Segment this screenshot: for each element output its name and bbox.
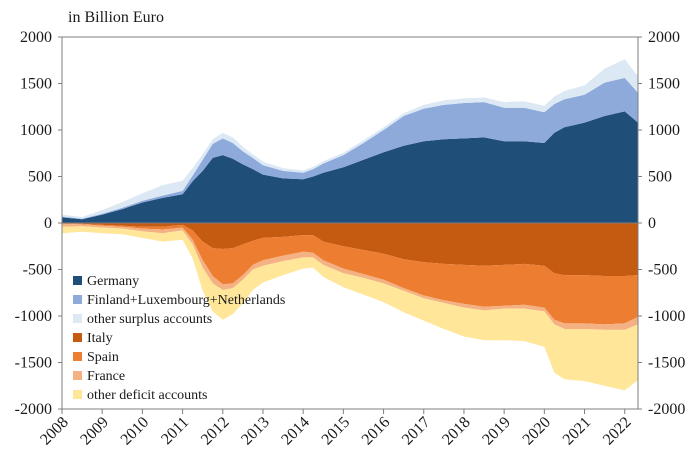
y-tick-label-right: -1000 — [648, 308, 685, 325]
area-germany — [62, 111, 638, 223]
y-tick-label-right: -1500 — [648, 355, 685, 372]
y-tick-label-right: 500 — [648, 169, 672, 186]
y-tick-label-right: 1500 — [648, 76, 680, 93]
y-tick-label-left: 500 — [28, 169, 52, 186]
y-tick-label-right: 0 — [648, 215, 656, 232]
legend-swatch — [73, 333, 82, 342]
unit-label: in Billion Euro — [68, 9, 164, 26]
legend-label: Finland+Luxembourg+Netherlands — [87, 293, 285, 308]
x-tick-label: 2021 — [560, 414, 595, 449]
x-tick-label: 2020 — [520, 414, 555, 449]
legend-label: Italy — [87, 331, 113, 346]
legend-swatch — [73, 314, 82, 323]
legend-label: other surplus accounts — [87, 312, 212, 327]
left-y-axis: 2000 1500 1000 500 0 -500 -1000 -1500 -2000 — [15, 29, 62, 418]
legend-label: Spain — [87, 350, 119, 365]
x-tick-label: 2017 — [399, 414, 434, 449]
legend-label: France — [87, 369, 125, 384]
y-tick-label-right: -500 — [648, 262, 677, 279]
x-axis: 2008 2009 2010 2011 2012 2013 2014 2015 2016 2017… — [37, 409, 635, 449]
x-tick-label: 2009 — [77, 414, 112, 449]
legend-label: other deficit accounts — [87, 388, 208, 403]
y-tick-label-left: -1000 — [15, 308, 52, 325]
area-finland-luxembourg-netherlands — [62, 77, 638, 220]
y-tick-label-left: 1000 — [20, 122, 52, 139]
y-tick-label-left: -2000 — [15, 401, 52, 418]
x-tick-label: 2012 — [198, 414, 233, 449]
y-tick-label-right: -2000 — [648, 401, 685, 418]
y-tick-label-left: 0 — [44, 215, 52, 232]
area-italy — [62, 223, 638, 276]
x-tick-label: 2019 — [479, 414, 514, 449]
x-tick-label: 2010 — [118, 414, 153, 449]
x-tick-label: 2013 — [238, 414, 273, 449]
chart-areas — [62, 59, 638, 391]
right-y-axis: 2000 1500 1000 500 0 -500 -1000 -1500 -2000 — [638, 29, 685, 418]
legend-label: Germany — [87, 274, 139, 289]
y-tick-label-left: -1500 — [15, 355, 52, 372]
y-tick-label-left: 1500 — [20, 76, 52, 93]
y-tick-label-right: 2000 — [648, 29, 680, 46]
x-tick-label: 2015 — [319, 414, 354, 449]
y-tick-label-right: 1000 — [648, 122, 680, 139]
x-tick-label: 2018 — [439, 414, 474, 449]
legend-swatch — [73, 276, 82, 285]
area-other-deficit-accounts — [62, 226, 638, 391]
y-tick-label-left: 2000 — [20, 29, 52, 46]
x-tick-label: 2022 — [600, 414, 635, 449]
x-tick-label: 2016 — [359, 414, 394, 449]
x-tick-label: 2014 — [278, 414, 313, 449]
legend-swatch — [73, 371, 82, 380]
y-tick-label-left: -500 — [23, 262, 52, 279]
legend-swatch — [73, 352, 82, 361]
legend: Germany Finland+Luxembourg+Netherlands oth… — [73, 274, 285, 403]
legend-swatch — [73, 295, 82, 304]
x-tick-label: 2008 — [37, 414, 72, 449]
area-spain — [62, 223, 638, 325]
x-tick-label: 2011 — [158, 414, 192, 448]
legend-swatch — [73, 390, 82, 399]
